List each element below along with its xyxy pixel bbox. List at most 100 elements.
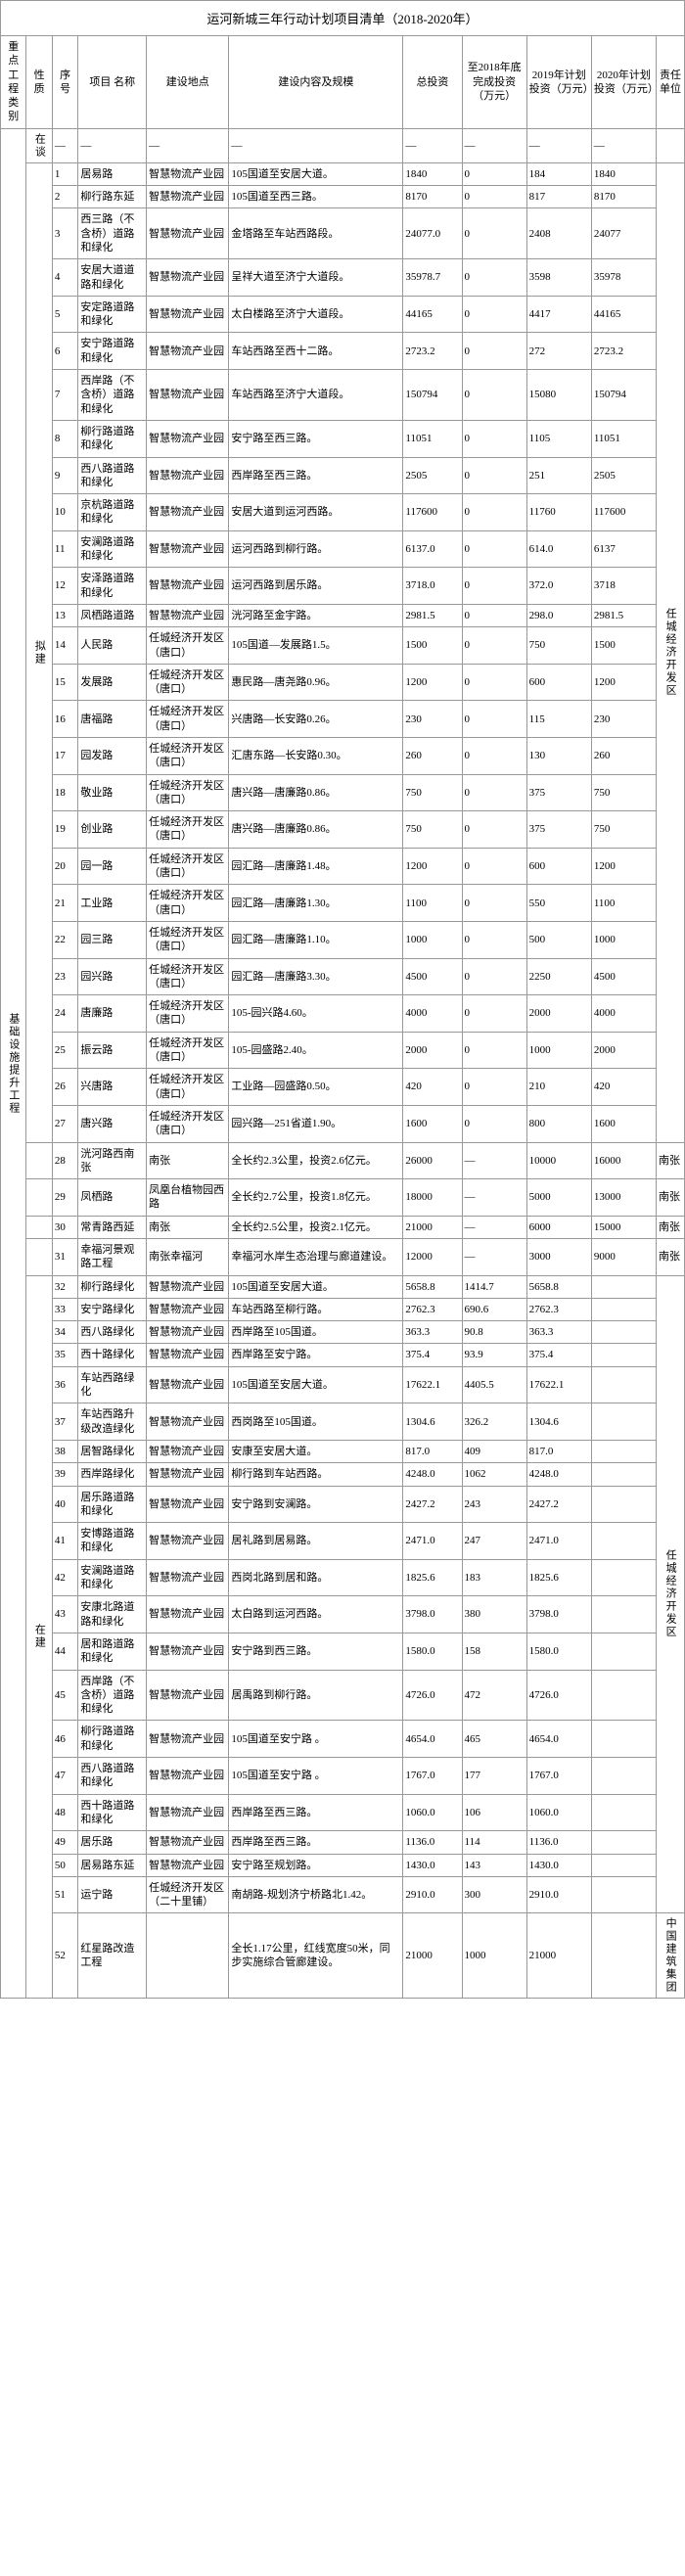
cell: 兴唐路—长安路0.26。 [229,701,403,738]
cell: 1105 [526,420,591,457]
cell: 42 [52,1559,77,1596]
cell: 安博路道路和绿化 [78,1523,147,1560]
cell: 1500 [591,627,656,665]
cell: 全长约2.5公里，投资2.1亿元。 [229,1216,403,1238]
cell: 振云路 [78,1032,147,1069]
cell: 智慧物流产业园 [147,1633,229,1670]
table-row: 2柳行路东延智慧物流产业园105国道至西三路。817008178170 [1,186,685,208]
cell: 260 [403,737,462,774]
table-row: 21工业路任城经济开发区（唐口）园汇路—唐廉路1.30。110005501100 [1,885,685,922]
cell: 150794 [403,370,462,421]
cell: 西岸路至西三路。 [229,1794,403,1831]
cell: 3 [52,208,77,259]
cell: 金塔路至车站西路段。 [229,208,403,259]
cell: 17622.1 [403,1366,462,1403]
cell: 1200 [591,664,656,701]
cell: 4654.0 [526,1721,591,1758]
cell: 105国道至安居大道。 [229,162,403,185]
cell [591,1523,656,1560]
cell: 0 [462,811,526,849]
cell: 22 [52,921,77,958]
cell: 智慧物流产业园 [147,1486,229,1523]
cell: 2981.5 [403,604,462,626]
cell: 智慧物流产业园 [147,1366,229,1403]
cell [591,1876,656,1913]
cell: 3798.0 [403,1596,462,1633]
cell: 南张 [656,1216,684,1238]
cell: 6 [52,333,77,370]
cell: 31 [52,1239,77,1276]
cell: — [78,128,147,162]
cell: 幸福河水岸生态治理与廊道建设。 [229,1239,403,1276]
cell: 105国道—发展路1.5。 [229,627,403,665]
table-row: 41安博路道路和绿化智慧物流产业园居礼路到居易路。2471.02472471.0 [1,1523,685,1560]
cell: 40 [52,1486,77,1523]
cell: 14 [52,627,77,665]
cell: 363.3 [403,1321,462,1344]
cell: 420 [591,1069,656,1106]
table-row: 11安澜路道路和绿化智慧物流产业园运河西路到柳行路。6137.00614.061… [1,530,685,568]
cell: 5658.8 [403,1275,462,1298]
cell: 3798.0 [526,1596,591,1633]
cell: 安宁路到西三路。 [229,1633,403,1670]
cell: 3718.0 [403,568,462,605]
cell: 158 [462,1633,526,1670]
table-row: 39西岸路绿化智慧物流产业园柳行路到车站西路。4248.010624248.0 [1,1463,685,1486]
cell: 150794 [591,370,656,421]
cell: 智慧物流产业园 [147,1721,229,1758]
cell: 1580.0 [526,1633,591,1670]
cell: 11051 [403,420,462,457]
cell: 1060.0 [526,1794,591,1831]
cell: 智慧物流产业园 [147,1440,229,1462]
cell: — [462,1239,526,1276]
cell: 183 [462,1559,526,1596]
cell: 车站西路绿化 [78,1366,147,1403]
cell: 4405.5 [462,1366,526,1403]
cell: 0 [462,186,526,208]
cell: 安宁路至西三路。 [229,420,403,457]
cell: 1825.6 [403,1559,462,1596]
cell [591,1670,656,1721]
cell: 409 [462,1440,526,1462]
cell: 600 [526,664,591,701]
table-row: 27唐兴路任城经济开发区（唐口）园兴路—251省道1.90。1600080016… [1,1105,685,1142]
cell: 西十路道路和绿化 [78,1794,147,1831]
cell: 4000 [591,995,656,1033]
cell: 380 [462,1596,526,1633]
cell: 750 [403,774,462,811]
cell: 4248.0 [526,1463,591,1486]
cell: 红星路改造工程 [78,1913,147,1999]
cell: 唐兴路—唐廉路0.86。 [229,811,403,849]
cell: 12000 [403,1239,462,1276]
table-row: 8柳行路道路和绿化智慧物流产业园安宁路至西三路。110510110511051 [1,420,685,457]
cell: 2471.0 [403,1523,462,1560]
cell: 智慧物流产业园 [147,1275,229,1298]
cell: 750 [526,627,591,665]
cell: 35 [52,1344,77,1366]
cell: 115 [526,701,591,738]
cell: 10000 [526,1142,591,1179]
th-category: 重点工程类别 [1,36,26,129]
cell: 智慧物流产业园 [147,568,229,605]
cell: 西岗路至105国道。 [229,1403,403,1441]
cell: — [462,1179,526,1217]
cell: 南张 [656,1239,684,1276]
cell: 420 [403,1069,462,1106]
cell: 25 [52,1032,77,1069]
cell: 2910.0 [403,1876,462,1913]
cell: 安康北路道路和绿化 [78,1596,147,1633]
cell: 0 [462,530,526,568]
cell: 17622.1 [526,1366,591,1403]
cell: 21000 [526,1913,591,1999]
cell: 1304.6 [403,1403,462,1441]
cell: 52 [52,1913,77,1999]
cell: 汇唐东路—长安路0.30。 [229,737,403,774]
cell: 1200 [403,848,462,885]
cell: 32 [52,1275,77,1298]
cell: 10 [52,494,77,531]
cell: 智慧物流产业园 [147,494,229,531]
cell: 1060.0 [403,1794,462,1831]
cell: 0 [462,664,526,701]
cell: 21000 [403,1913,462,1999]
cell: 20 [52,848,77,885]
